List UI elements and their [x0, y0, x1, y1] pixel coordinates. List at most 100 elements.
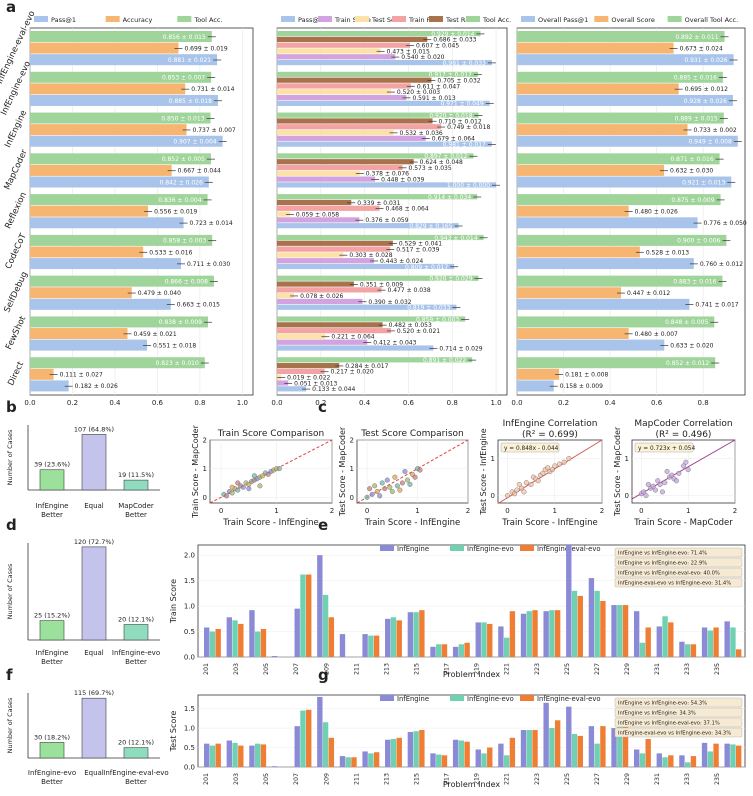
scatter-point: [514, 487, 520, 493]
score-bar: [571, 733, 578, 767]
score-bar: [209, 745, 216, 767]
legend-swatch: [177, 16, 192, 22]
value-label: 0.907 ± 0.004: [173, 139, 216, 146]
legend-swatch: [520, 695, 534, 701]
score-bar: [271, 655, 278, 657]
bar-a3: [517, 316, 715, 328]
y-tick-label: 0: [625, 492, 629, 500]
value-label: 0.920 ± 0.029: [429, 276, 472, 283]
bar-a3: [517, 339, 665, 351]
y-tick-label: 0.5: [184, 628, 195, 636]
value-label: 0.351 ± 0.009: [360, 281, 403, 288]
legend-label: Test Score: [371, 16, 405, 24]
scatter-title: Test Score Comparison: [360, 429, 464, 439]
x-tick-label: 211: [353, 773, 360, 785]
legend-swatch: [520, 545, 534, 551]
bar-a3: [517, 71, 723, 83]
x-tick-label: 0.2: [315, 399, 326, 407]
x-tick-label: 1: [686, 507, 690, 515]
scatter-point: [545, 465, 551, 471]
scatter-point: [535, 478, 541, 484]
scatter-point: [566, 456, 572, 462]
bar-a2: [277, 252, 344, 258]
scatter-point: [257, 483, 263, 489]
score-bar: [594, 743, 600, 767]
category-label: Better: [41, 511, 63, 519]
category-label: InfEngine-eval-evo: [103, 769, 168, 777]
annotation-label: InfEngine-eval-evo vs InfEngine-evo: 31.…: [618, 581, 731, 587]
legend-swatch: [392, 16, 406, 22]
score-bar: [594, 590, 600, 657]
score-bar: [419, 610, 425, 657]
value-label: 0.705 ± 0.032: [437, 77, 480, 84]
y-tick-label: 2.0: [184, 552, 195, 560]
value-label: 0.723 ± 0.014: [190, 220, 233, 227]
bar-a2: [277, 246, 391, 252]
value-label: 0.829 ± 0.165: [409, 223, 452, 230]
x-tick-label: 227: [594, 773, 601, 785]
equation-label: y = 0.723x + 0.054: [638, 446, 695, 452]
x-tick-label: 1: [552, 507, 556, 515]
category-label: InfEngine: [36, 649, 69, 657]
score-bar: [238, 745, 244, 767]
x-tick-label: 201: [203, 773, 210, 785]
annotation-label: InfEngine vs InfEngine-evo: 22.9%: [618, 561, 707, 567]
x-tick-label: 217: [444, 773, 451, 785]
score-bar: [368, 635, 374, 657]
value-label: 0.852 ± 0.012: [666, 360, 709, 367]
scatter-point: [251, 473, 257, 479]
panel-label-f: f: [6, 666, 13, 684]
bar-a2: [277, 345, 434, 351]
score-bar: [503, 755, 510, 767]
score-bar: [617, 605, 623, 657]
bar-a3: [517, 357, 716, 369]
y-tick-label: 2: [350, 437, 354, 445]
value-label: 0.858 ± 0.003: [163, 238, 206, 245]
bar-a2: [277, 304, 457, 310]
bar-a3: [517, 135, 738, 147]
score-bar: [260, 629, 267, 657]
x-tick-label: 233: [684, 663, 691, 675]
legend-swatch: [34, 16, 48, 22]
annotation-box: [614, 727, 743, 738]
score-bar: [679, 641, 685, 657]
category-label: MapCoder: [3, 148, 31, 192]
scatter-point: [229, 484, 235, 490]
score-bar: [215, 629, 221, 657]
bar-a2: [277, 31, 481, 37]
score-bar: [713, 743, 719, 767]
value-label: 0.809 ± 0.017: [405, 264, 448, 271]
x-tick-label: 225: [564, 773, 571, 785]
score-bar: [549, 728, 555, 767]
value-label: 0.376 ± 0.059: [365, 217, 408, 224]
bar-a2: [277, 240, 393, 246]
score-bar: [656, 753, 662, 767]
score-bar: [407, 731, 414, 767]
case-bar-label: 20 (12.1%): [118, 615, 154, 623]
score-bar: [566, 706, 572, 767]
value-label: 0.881 ± 0.021: [168, 57, 211, 64]
value-label: 0.051 ± 0.013: [294, 380, 337, 387]
score-bar: [441, 644, 448, 657]
category-label: Equal: [84, 769, 104, 777]
value-label: 0.848 ± 0.005: [665, 319, 708, 326]
score-bar: [668, 622, 674, 657]
x-tick-label: 211: [353, 663, 360, 675]
score-bar: [385, 739, 391, 767]
score-bar: [441, 755, 448, 767]
bar-a2: [277, 48, 381, 54]
value-label: 0.532 ± 0.036: [400, 130, 443, 137]
score-bar: [226, 617, 233, 657]
scatter-point: [556, 461, 562, 467]
bar-a2: [277, 94, 407, 101]
scatter-title: Train Score Comparison: [217, 429, 324, 439]
bar-a3: [517, 31, 725, 42]
panel-label-c: c: [318, 398, 327, 416]
annotation-label: InfEngine vs InfEngine-evo: 54.3%: [618, 701, 707, 707]
score-bar: [475, 749, 481, 767]
case-bar: [39, 469, 65, 491]
bar-a2: [277, 89, 391, 95]
x-tick-label: 213: [383, 773, 390, 785]
case-bar: [123, 479, 149, 491]
value-label: 0.741 ± 0.017: [695, 302, 738, 309]
